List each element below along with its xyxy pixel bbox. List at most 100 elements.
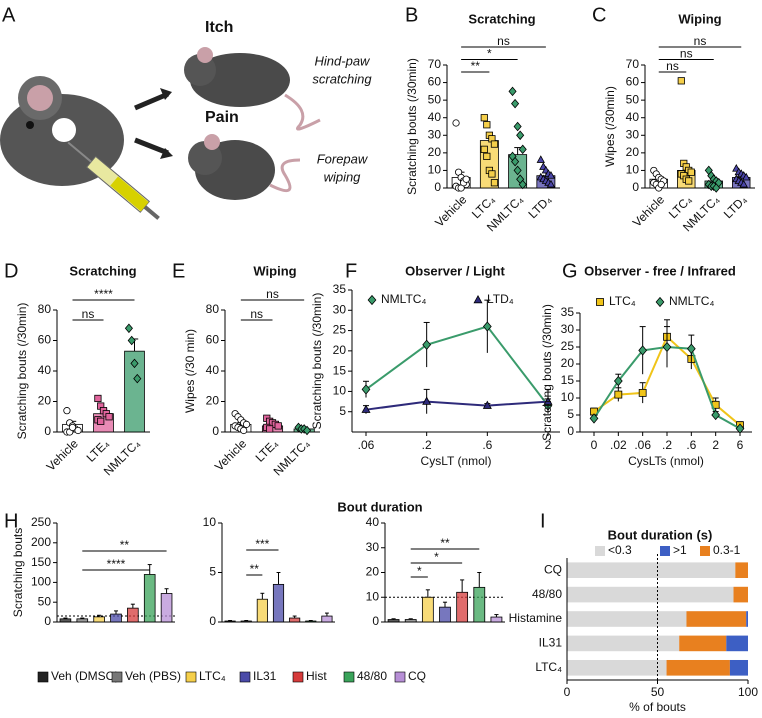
data-point [483,121,491,129]
bar-segment [746,611,748,627]
y-tick-label: 40 [38,363,52,377]
data-point [662,341,672,353]
data-point [711,409,721,421]
significance-label: **** [94,287,113,301]
y-tick-label: 40 [206,363,220,377]
significance-label: * [487,47,492,61]
bar [240,620,252,623]
y-tick-label: 40 [366,515,380,529]
legend-label: LTC₄ [199,669,226,683]
legend-label: LTD₄ [487,292,514,306]
y-tick-label: 250 [31,515,51,529]
y-tick-label: 50 [38,594,52,608]
x-tick-label: 2 [545,438,552,452]
legend-label: Veh (PBS) [125,669,181,683]
significance-label: ns [266,287,279,301]
significance-label: ns [497,34,510,48]
x-tick-label: LTD₄ [525,192,554,221]
data-point [105,413,113,421]
x-tick-label: .6 [482,438,492,452]
data-point [511,156,520,167]
legend-label: <0.3 [608,543,632,557]
y-tick-label: 60 [626,75,640,89]
y-tick-label: 200 [31,535,51,549]
data-point [536,155,545,163]
data-point [74,426,82,435]
bar-segment [726,635,748,652]
data-point [490,140,499,148]
chart-title: Scratching [69,263,136,278]
significance-label: ** [471,59,481,73]
injection-site [52,118,76,142]
data-point [687,168,695,176]
y-tick-label: Histamine [509,611,563,625]
legend-label: NMLTC₄ [381,292,426,306]
x-tick-label: 0 [591,438,598,452]
y-tick-label: 0 [212,424,219,438]
y-tick-label: 0 [434,180,441,194]
y-axis-label: Scratching bouts (/30min) [15,303,29,440]
significance-label: ns [666,59,679,73]
y-tick-label: 80 [206,302,220,316]
data-point [482,400,492,409]
data-point [677,77,685,85]
series-line [365,325,549,407]
legend-label: >1 [673,543,687,557]
y-tick-label: 20 [333,343,347,357]
chart-title: Bout duration (s) [608,527,713,542]
significance-label: ** [250,562,260,576]
y-tick-label: 30 [561,322,575,336]
x-tick-label: .06 [358,438,375,452]
y-tick-label: 30 [366,540,380,554]
bar [289,617,301,623]
bar [256,598,268,623]
significance-label: * [434,550,439,564]
data-point [513,121,522,132]
data-point [361,384,371,395]
bar [473,586,486,623]
y-axis-label: Scratching bouts (/30min) [540,304,554,441]
legend-swatch [700,546,710,556]
data-point [422,396,432,405]
data-point [518,144,527,155]
x-tick-label: Vehicle [630,192,667,229]
data-point [589,413,599,424]
y-tick-label: IL31 [539,636,563,650]
legend-marker [473,294,483,304]
y-tick-label: 0 [567,424,574,438]
bar [439,606,451,623]
x-axis-label: % of bouts [629,700,686,714]
x-tick-label: .02 [610,438,627,452]
data-point [302,425,312,436]
y-tick-label: 10 [366,589,380,603]
data-point [133,373,142,384]
y-tick-label: 20 [428,145,442,159]
legend-label: IL31 [253,669,277,683]
significance-label: ** [440,536,450,550]
data-point [452,119,460,127]
data-point [266,425,274,433]
data-point [513,165,522,176]
mouse-tail [284,93,321,131]
panel-letter: E [172,260,185,282]
x-tick-label: .2 [662,438,672,452]
significance-label: ns [694,34,707,48]
bar [404,619,417,623]
series-line [365,400,549,411]
data-point [511,98,520,109]
bar-segment [729,659,748,676]
mouse-tail [269,158,301,193]
data-point [68,423,77,432]
y-tick-label: 15 [333,363,347,377]
arrow-head [160,88,172,100]
pain-label: Pain [205,109,239,126]
data-point [546,179,556,188]
y-tick-label: 30 [333,302,347,316]
y-tick-label: 50 [626,92,640,106]
data-point [518,179,527,190]
legend-swatch [185,671,197,683]
significance-label: * [417,564,422,578]
panel-letter: B [405,4,418,26]
panel-letter: G [562,260,578,282]
data-point [638,345,648,356]
